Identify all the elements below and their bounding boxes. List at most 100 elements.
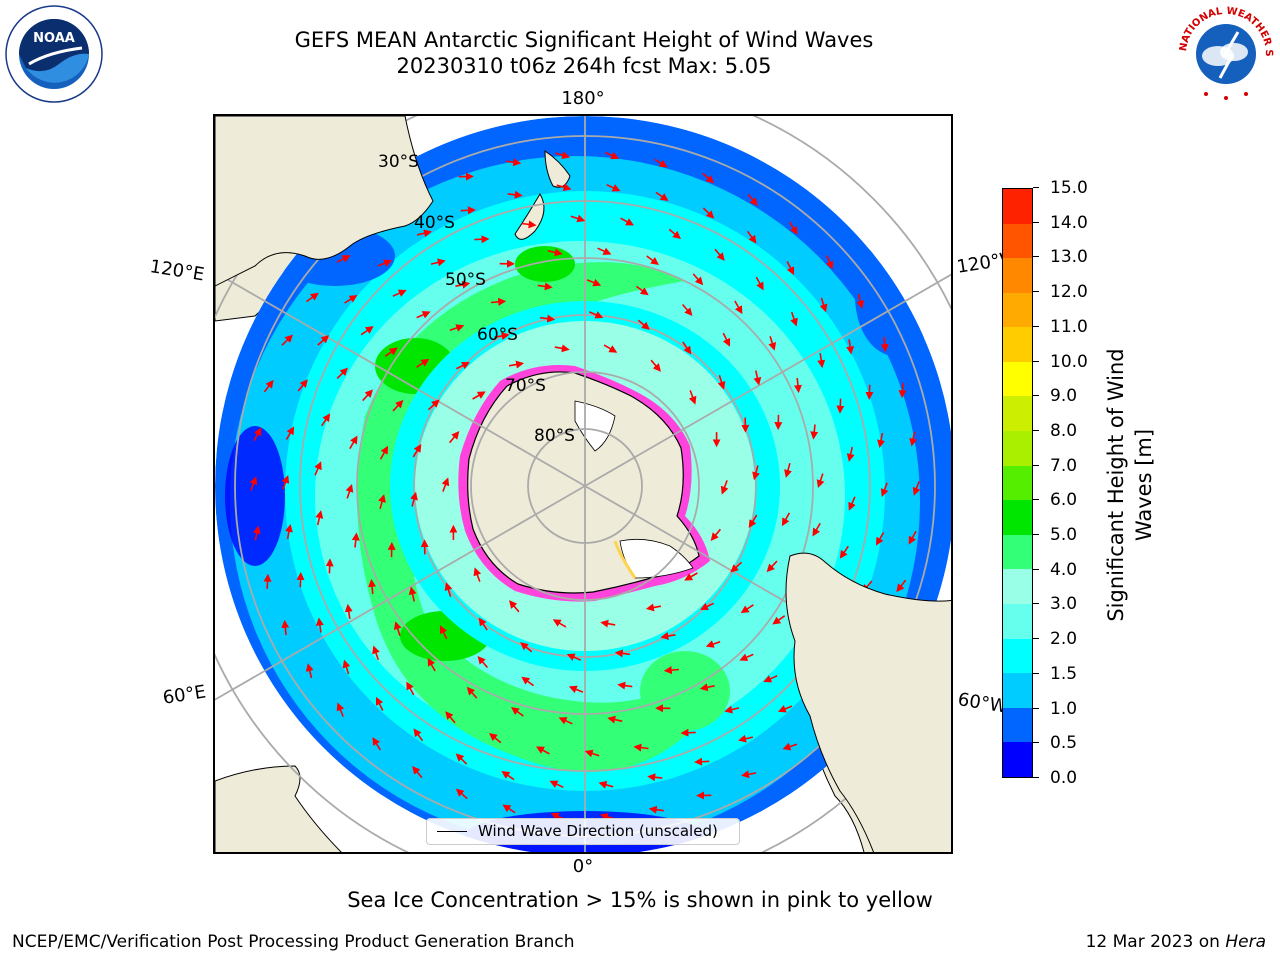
svg-text:NOAA: NOAA	[33, 31, 75, 46]
wave-direction-arrow	[455, 788, 468, 800]
lat-label-70s: 70°S	[505, 376, 546, 396]
wave-direction-arrow	[315, 617, 324, 633]
colorbar-tick: 0.5	[1032, 734, 1077, 752]
wave-direction-arrow	[406, 681, 415, 696]
meridian-line	[584, 273, 951, 487]
wave-direction-arrow	[455, 753, 468, 765]
colorbar-segment	[1003, 569, 1032, 605]
wave-direction-arrow	[694, 757, 710, 766]
wave-direction-arrow	[448, 431, 460, 444]
wave-direction-arrow	[392, 289, 407, 297]
wave-direction-arrow	[597, 247, 612, 255]
wave-direction-arrow	[535, 746, 550, 755]
wave-direction-arrow	[738, 734, 754, 743]
colorbar-tick: 12.0	[1033, 283, 1088, 301]
colorbar-segment	[1003, 396, 1032, 432]
wave-direction-arrow	[710, 528, 722, 541]
wave-direction-arrow	[633, 743, 649, 752]
colorbar-tick: 15.0	[1033, 179, 1088, 197]
wave-direction-arrow	[297, 379, 308, 392]
wave-direction-arrow	[460, 206, 476, 215]
lon-label-60e: 60°E	[161, 681, 208, 709]
wave-direction-arrow	[748, 514, 758, 529]
colorbar-segment	[1003, 292, 1032, 328]
wave-direction-arrow	[336, 367, 348, 379]
wave-direction-arrow	[321, 413, 331, 427]
wave-direction-arrow	[362, 389, 373, 402]
colorbar-tick: 4.0	[1032, 561, 1077, 579]
wave-direction-arrow	[734, 300, 743, 315]
wave-direction-arrow	[416, 358, 430, 368]
wave-direction-arrow	[848, 496, 856, 511]
wave-direction-arrow	[566, 653, 582, 661]
wave-direction-arrow	[466, 686, 478, 699]
meridian-line	[215, 271, 586, 487]
wave-direction-arrow	[786, 261, 795, 276]
wave-direction-arrow	[521, 676, 535, 687]
footer-organization: NCEP/EMC/Verification Post Processing Pr…	[12, 932, 575, 952]
lon-label-120e: 120°E	[148, 256, 206, 286]
noaa-logo-icon: NOAA	[5, 5, 103, 103]
legend-label: Wind Wave Direction (unscaled)	[478, 822, 718, 840]
wave-direction-arrow	[412, 765, 423, 779]
wave-direction-arrow	[416, 311, 431, 319]
wave-direction-arrow	[345, 483, 354, 499]
wave-direction-arrow	[810, 424, 819, 440]
sea-ice-note: Sea Ice Concentration > 15% is shown in …	[347, 888, 933, 912]
wave-direction-arrow	[898, 383, 907, 399]
wave-direction-arrow	[909, 431, 918, 447]
wave-direction-arrow	[875, 532, 885, 546]
wave-direction-arrow	[747, 193, 758, 207]
wave-direction-arrow	[410, 491, 418, 507]
wave-direction-arrow	[617, 681, 633, 690]
south-america	[785, 552, 951, 852]
wave-direction-arrow	[570, 214, 586, 223]
wave-direction-arrow	[606, 183, 621, 192]
wave-direction-arrow	[285, 523, 293, 540]
colorbar-tick: 3.0	[1032, 595, 1077, 613]
wave-direction-arrow	[439, 625, 448, 640]
wave-direction-arrow	[614, 649, 631, 658]
colorbar-tick: 9.0	[1032, 387, 1077, 405]
wave-direction-arrow	[741, 770, 757, 779]
wave-direction-arrow	[344, 603, 353, 620]
wave-direction-arrow	[392, 399, 404, 412]
wave-direction-arrow	[586, 278, 602, 287]
colorbar-tick: 7.0	[1032, 457, 1077, 475]
wave-direction-arrow	[816, 473, 825, 489]
wave-direction-arrow	[539, 314, 556, 323]
wave-direction-arrow	[351, 532, 360, 548]
wave-direction-arrow	[317, 335, 330, 346]
wave-direction-arrow	[753, 370, 762, 386]
lat-label-50s: 50°S	[445, 270, 486, 290]
wave-direction-arrow	[846, 446, 855, 462]
wave-direction-arrow	[441, 477, 450, 492]
wave-direction-arrow	[839, 545, 849, 559]
legend-line-icon	[437, 831, 467, 832]
lon-label-0: 0°	[572, 856, 594, 877]
wave-direction-arrow	[445, 711, 456, 724]
wave-direction-arrow	[342, 659, 351, 675]
wave-direction-arrow	[473, 567, 482, 582]
wave-direction-arrow	[508, 360, 525, 369]
colorbar	[1002, 188, 1033, 778]
wave-direction-arrow	[554, 344, 570, 353]
colorbar-segment	[1003, 223, 1032, 259]
wave-direction-arrow	[730, 561, 743, 573]
lat-label-30s: 30°S	[378, 152, 419, 172]
wave-direction-arrow	[552, 619, 567, 628]
wave-direction-arrow	[588, 311, 604, 319]
wave-direction-arrow	[752, 465, 760, 481]
wave-direction-arrow	[825, 255, 834, 270]
colorbar-segment	[1003, 361, 1032, 397]
wave-direction-arrow	[444, 582, 453, 597]
wave-direction-arrow	[344, 295, 358, 304]
wave-direction-arrow	[660, 632, 676, 640]
wave-direction-arrow	[506, 158, 522, 167]
wave-direction-arrow	[856, 293, 865, 309]
colorbar-segment	[1003, 500, 1032, 535]
wave-direction-arrow	[700, 602, 715, 611]
wave-direction-arrow	[253, 427, 262, 442]
wave-direction-arrow	[584, 749, 600, 758]
wave-direction-arrow	[478, 617, 488, 631]
